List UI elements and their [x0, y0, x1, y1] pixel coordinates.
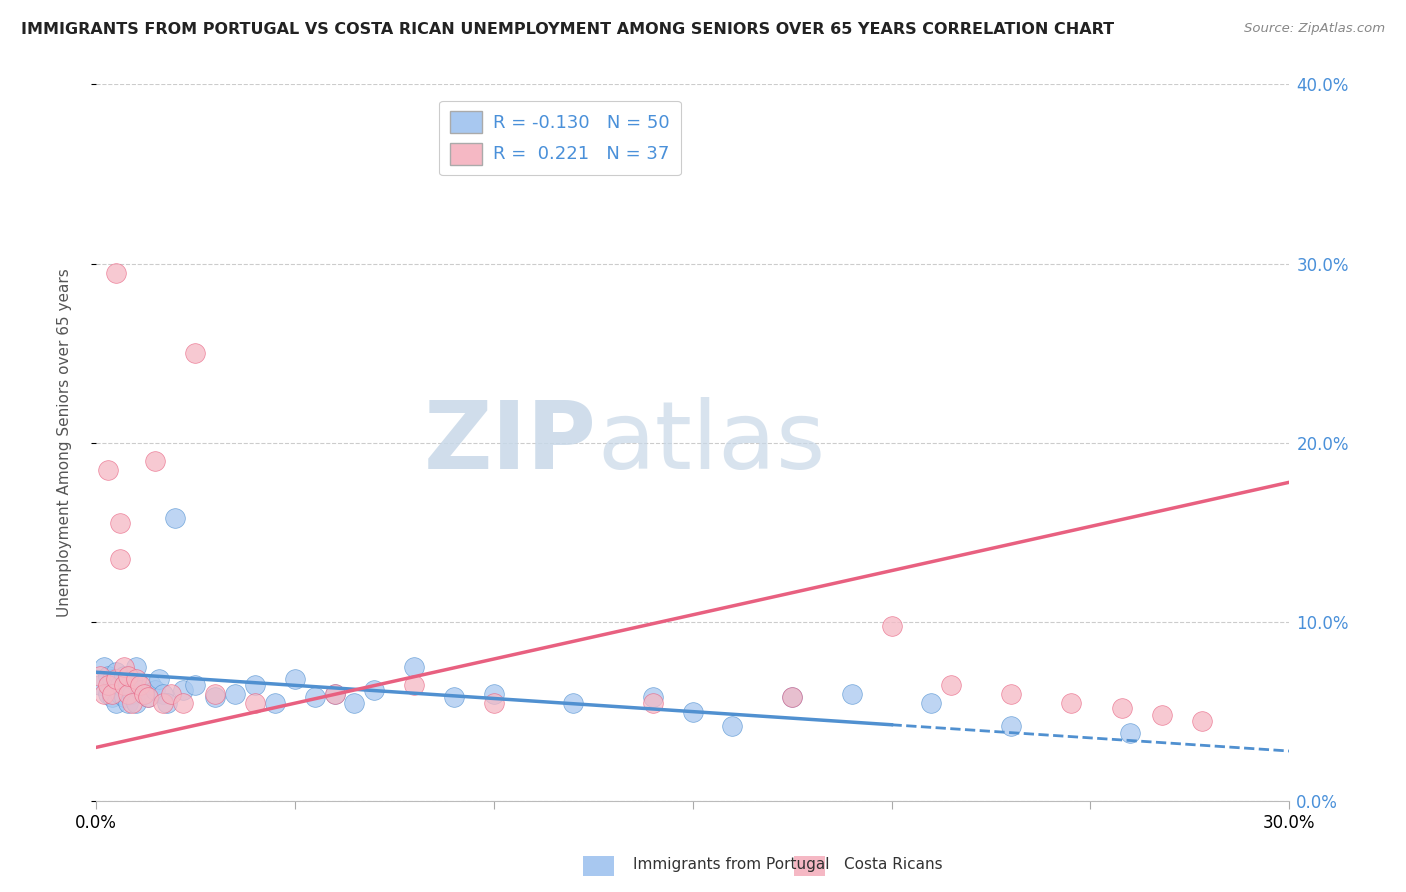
Point — [1152, 708, 1174, 723]
Point — [204, 687, 226, 701]
Point — [941, 678, 963, 692]
Point — [104, 673, 127, 687]
Point — [97, 678, 120, 692]
Point — [880, 618, 903, 632]
Point — [243, 696, 266, 710]
Point — [304, 690, 326, 705]
Legend: R = -0.130   N = 50, R =  0.221   N = 37: R = -0.130 N = 50, R = 0.221 N = 37 — [439, 101, 681, 176]
Point — [562, 696, 585, 710]
Point — [404, 678, 426, 692]
Text: atlas: atlas — [598, 397, 825, 489]
Point — [93, 687, 115, 701]
Point — [100, 673, 122, 687]
Point — [1000, 719, 1022, 733]
Point — [148, 673, 170, 687]
Point — [1111, 701, 1133, 715]
Point — [780, 690, 803, 705]
Point — [482, 696, 505, 710]
Point — [104, 665, 127, 680]
Text: Immigrants from Portugal: Immigrants from Portugal — [633, 857, 830, 872]
Point — [343, 696, 366, 710]
Point — [145, 454, 167, 468]
Point — [243, 678, 266, 692]
Point — [89, 678, 111, 692]
Point — [112, 669, 135, 683]
Point — [128, 683, 150, 698]
Point — [145, 683, 167, 698]
Point — [117, 669, 139, 683]
Point — [117, 678, 139, 692]
Point — [641, 690, 664, 705]
Point — [363, 683, 385, 698]
Point — [184, 346, 207, 360]
Point — [121, 696, 143, 710]
Point — [108, 516, 131, 531]
Point — [172, 696, 194, 710]
Y-axis label: Unemployment Among Seniors over 65 years: Unemployment Among Seniors over 65 years — [58, 268, 72, 617]
Point — [682, 705, 704, 719]
Point — [97, 687, 120, 701]
Point — [132, 687, 155, 701]
Point — [97, 463, 120, 477]
Point — [323, 687, 346, 701]
Point — [124, 660, 146, 674]
Point — [404, 660, 426, 674]
Point — [104, 266, 127, 280]
Point — [641, 696, 664, 710]
Point — [100, 687, 122, 701]
Point — [141, 678, 163, 692]
Point — [184, 678, 207, 692]
Point — [124, 673, 146, 687]
Point — [112, 678, 135, 692]
Point — [112, 660, 135, 674]
Point — [108, 687, 131, 701]
Point — [780, 690, 803, 705]
Point — [100, 690, 122, 705]
Point — [263, 696, 285, 710]
Point — [165, 511, 187, 525]
Point — [443, 690, 465, 705]
Point — [284, 673, 307, 687]
Text: ZIP: ZIP — [425, 397, 598, 489]
Point — [124, 696, 146, 710]
Point — [224, 687, 246, 701]
Point — [156, 696, 179, 710]
Point — [160, 687, 183, 701]
Point — [117, 687, 139, 701]
Point — [117, 696, 139, 710]
Point — [121, 673, 143, 687]
Point — [136, 690, 159, 705]
Point — [128, 678, 150, 692]
Point — [920, 696, 942, 710]
Point — [89, 669, 111, 683]
Point — [112, 690, 135, 705]
Text: IMMIGRANTS FROM PORTUGAL VS COSTA RICAN UNEMPLOYMENT AMONG SENIORS OVER 65 YEARS: IMMIGRANTS FROM PORTUGAL VS COSTA RICAN … — [21, 22, 1114, 37]
Point — [204, 690, 226, 705]
Point — [1119, 726, 1142, 740]
Point — [1000, 687, 1022, 701]
Point — [132, 687, 155, 701]
Text: Costa Ricans: Costa Ricans — [844, 857, 942, 872]
Point — [104, 696, 127, 710]
Point — [152, 696, 174, 710]
Point — [97, 669, 120, 683]
Point — [172, 683, 194, 698]
Text: Source: ZipAtlas.com: Source: ZipAtlas.com — [1244, 22, 1385, 36]
Point — [108, 678, 131, 692]
Point — [108, 552, 131, 566]
Point — [152, 687, 174, 701]
Point — [1059, 696, 1081, 710]
Point — [721, 719, 744, 733]
Point — [121, 687, 143, 701]
Point — [1191, 714, 1213, 728]
Point — [841, 687, 863, 701]
Point — [93, 660, 115, 674]
Point — [136, 690, 159, 705]
Point — [482, 687, 505, 701]
Point — [323, 687, 346, 701]
